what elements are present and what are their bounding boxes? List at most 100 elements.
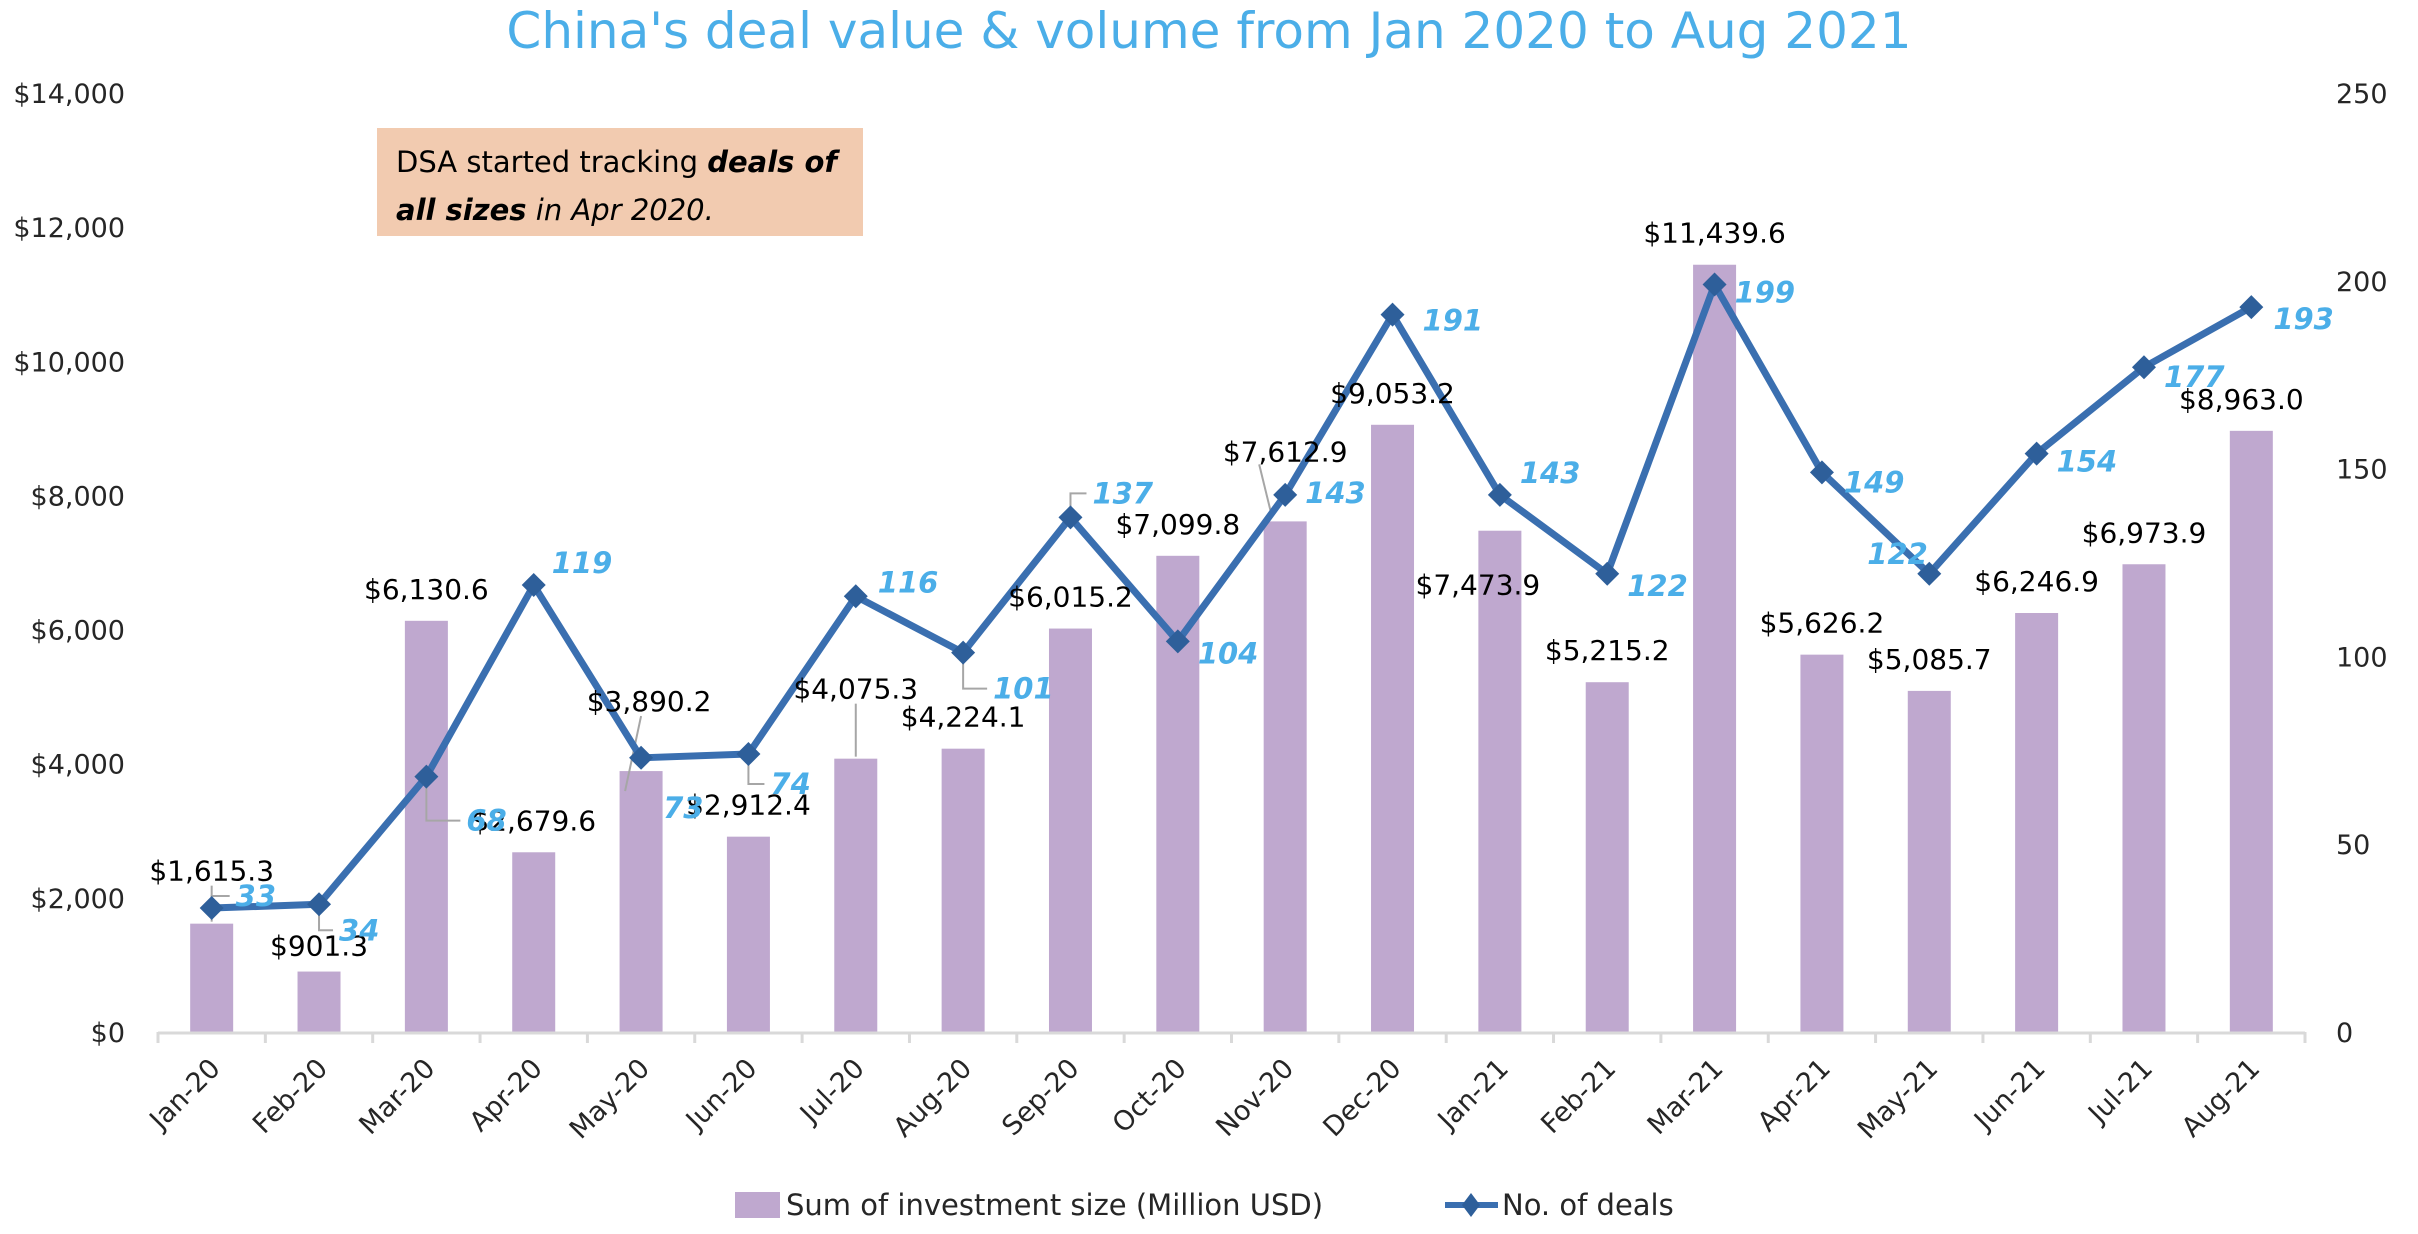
diamond-marker [629, 745, 654, 770]
legend-marker-diamond-icon [1462, 1193, 1480, 1217]
bar-data-label: $9,053.2 [1330, 377, 1455, 410]
annotation-line-1: DSA started tracking deals of [396, 145, 840, 179]
line-data-label: 34 [339, 913, 379, 947]
right-y-axis: 0 50 100 150 200 250 [2336, 79, 2388, 1049]
bar-data-label: $901.3 [270, 930, 368, 963]
bar-data-label: $5,085.7 [1867, 643, 1992, 676]
bar [834, 758, 878, 1032]
x-tick-label: Apr-21 [1752, 1053, 1837, 1138]
legend-swatch-bar [735, 1192, 780, 1218]
diamond-marker [843, 584, 868, 609]
legend: Sum of investment size (Million USD) No.… [735, 1188, 1674, 1222]
bar [404, 620, 448, 1032]
bar [190, 923, 234, 1032]
x-tick-label: Jun-21 [1967, 1053, 2051, 1137]
bar-data-label: $6,246.9 [1974, 565, 2099, 598]
chart-title: China's deal value & volume from Jan 202… [506, 2, 1911, 60]
x-tick-label: Dec-20 [1317, 1053, 1407, 1143]
bar [1048, 628, 1092, 1032]
annotation-line-2: all sizes in Apr 2020. [396, 193, 714, 227]
y-tick-label: $10,000 [13, 347, 125, 378]
x-tick-label: Mar-21 [1642, 1053, 1730, 1141]
x-tick-label: Oct-20 [1107, 1053, 1193, 1139]
x-tick-label: Mar-20 [353, 1053, 441, 1141]
diamond-marker [1273, 482, 1298, 507]
bar [619, 771, 663, 1032]
annotation-part-3: all sizes [396, 193, 527, 227]
bar [297, 971, 341, 1032]
diamond-marker [2024, 441, 2049, 466]
diamond-marker [1702, 272, 1727, 297]
bar-data-label: $4,224.1 [901, 701, 1026, 734]
bar [2122, 564, 2166, 1032]
x-tick-label: Apr-20 [464, 1053, 549, 1138]
line-data-label: 177 [2164, 360, 2225, 394]
line-data-label: 104 [1198, 636, 1259, 670]
bar-data-label: $11,439.6 [1643, 217, 1786, 250]
bar-data-label: $2,679.6 [471, 804, 596, 837]
x-tick-label: Feb-20 [247, 1053, 334, 1140]
diamond-marker [1809, 460, 1834, 485]
line-label-leader [318, 914, 334, 932]
line-data-label: 122 [1867, 537, 1928, 571]
bar [1478, 530, 1522, 1032]
bar-data-label: $6,015.2 [1008, 581, 1133, 614]
line-label-leader [1069, 492, 1087, 508]
bar [1693, 264, 1737, 1032]
bar-data-label: $4,075.3 [793, 673, 918, 706]
x-tick-label: Feb-21 [1535, 1053, 1622, 1140]
line-data-label: 73 [663, 791, 703, 825]
line-data-label: 137 [1092, 476, 1153, 510]
line-label-leader [210, 895, 230, 899]
bar-data-label: $8,963.0 [2179, 383, 2304, 416]
diamond-marker [1487, 482, 1512, 507]
bar [1263, 521, 1307, 1032]
diamond-marker [1595, 561, 1620, 586]
x-tick-label: Aug-20 [888, 1053, 978, 1143]
line-data-label: 74 [770, 767, 810, 801]
diamond-marker [1165, 629, 1190, 654]
y2-tick-label: 50 [2336, 830, 2370, 861]
line-data-label: 68 [466, 804, 506, 838]
x-tick-label: Sep-20 [996, 1053, 1085, 1142]
x-tick-label: Jul-21 [2081, 1053, 2159, 1131]
diamond-marker [736, 742, 761, 767]
bar [2229, 430, 2273, 1033]
bar [1371, 424, 1415, 1032]
line-data-label: 119 [552, 546, 613, 580]
line-data-label: 154 [2057, 445, 2118, 479]
line-data-label: 116 [878, 565, 939, 599]
bar-data-labels: $1,615.3 $901.3 $6,130.6 $2,679.6 $3,890.2 $2… [149, 217, 2303, 963]
bar [941, 748, 985, 1032]
diamond-marker [2131, 355, 2156, 380]
x-axis: Jan-20 Feb-20 Mar-20 Apr-20 May-20 Jun-20 Jul-… [143, 1032, 2307, 1145]
x-tick-label: Jul-20 [793, 1053, 871, 1131]
y-tick-label: $12,000 [13, 213, 125, 244]
diamond-marker [1917, 561, 1942, 586]
deals-line [211, 281, 2254, 912]
bar-data-label: $7,612.9 [1223, 435, 1348, 468]
left-y-axis: $0 $2,000 $4,000 $6,000 $8,000 $10,000 $12,000… [13, 79, 125, 1049]
y2-tick-label: 0 [2336, 1018, 2353, 1049]
line-data-label: 122 [1627, 569, 1688, 603]
diamond-marker [1058, 505, 1083, 530]
bar [1585, 682, 1629, 1032]
legend-label-line: No. of deals [1502, 1188, 1674, 1222]
x-tick-label: Jan-20 [143, 1053, 227, 1137]
bar [1907, 690, 1951, 1032]
x-tick-label: May-20 [564, 1053, 656, 1145]
annotation-part-2: deals of [707, 145, 840, 179]
bar [2015, 613, 2059, 1032]
bar-data-label: $6,130.6 [364, 573, 489, 606]
leader-line [1258, 464, 1273, 514]
annotation-part-1: DSA started tracking [396, 145, 707, 179]
x-tick-label: Jun-20 [679, 1053, 763, 1137]
y2-tick-label: 100 [2336, 642, 2388, 673]
bar-data-label: $7,099.8 [1115, 508, 1240, 541]
leader-line [624, 715, 643, 792]
x-tick-label: Aug-21 [2176, 1053, 2266, 1143]
bar-data-label: $6,973.9 [2082, 516, 2207, 549]
y-tick-label: $0 [91, 1018, 125, 1049]
y2-tick-label: 150 [2336, 455, 2388, 486]
